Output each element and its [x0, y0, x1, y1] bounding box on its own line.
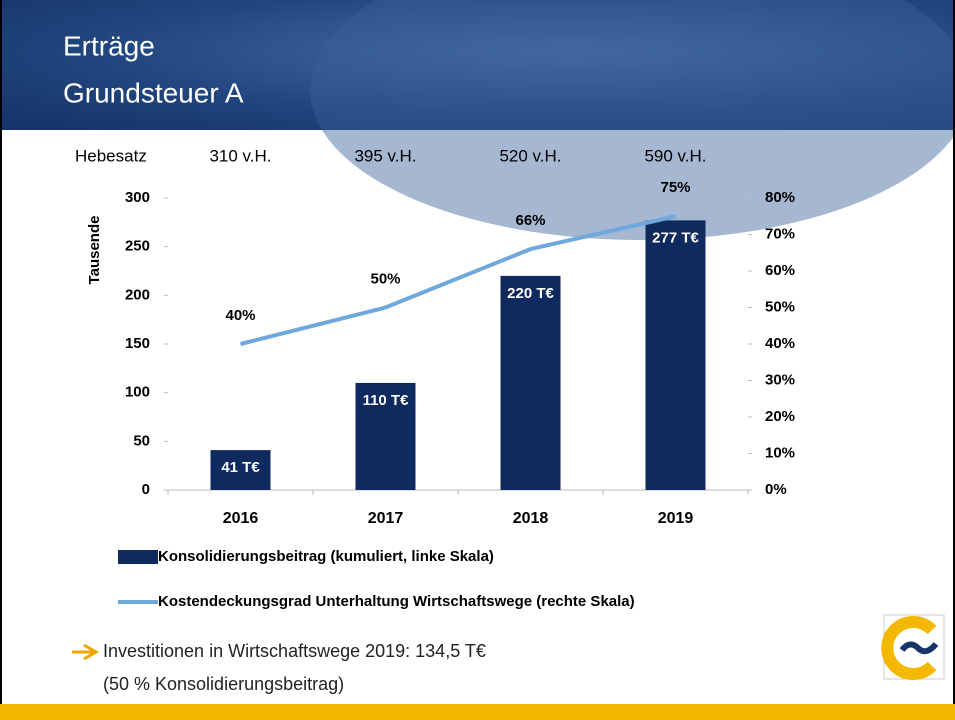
- legend-label: Konsolidierungsbeitrag (kumuliert, linke…: [158, 548, 494, 565]
- hebesatz-value: 590 v.H.: [644, 146, 706, 165]
- x-tick-label: 2018: [513, 510, 549, 527]
- y2-tick-label: 80%: [765, 189, 795, 206]
- y2-tick-label: 40%: [765, 335, 795, 352]
- footer-band: [0, 704, 955, 720]
- y-tick-label: 150: [125, 335, 150, 352]
- x-tick-label: 2016: [223, 510, 259, 527]
- line-value-label: 40%: [225, 307, 255, 324]
- line-value-label: 50%: [370, 270, 400, 287]
- logo: [884, 615, 944, 679]
- bar: [501, 276, 561, 490]
- y2-tick-label: 20%: [765, 408, 795, 425]
- slide: Erträge Grundsteuer A Hebesatz Tausende …: [0, 0, 955, 720]
- line-value-label: 66%: [515, 212, 545, 229]
- y-tick-label: 200: [125, 286, 150, 303]
- bar-value-label: 277 T€: [652, 229, 699, 246]
- y2-tick-label: 30%: [765, 371, 795, 388]
- y-tick-label: 250: [125, 238, 150, 255]
- bullet-text: (50 % Konsolidierungsbeitrag): [103, 674, 344, 694]
- y-tick-label: 100: [125, 384, 150, 401]
- bar-value-label: 220 T€: [507, 285, 554, 302]
- header-globe: [310, 0, 955, 240]
- hebesatz-value: 395 v.H.: [354, 146, 416, 165]
- y2-tick-label: 60%: [765, 262, 795, 279]
- hebesatz-value: 310 v.H.: [209, 146, 271, 165]
- y-tick-label: 300: [125, 189, 150, 206]
- y-axis-label: Tausende: [86, 216, 103, 285]
- bar-value-label: 110 T€: [363, 392, 410, 409]
- bullet-text: Investitionen in Wirtschaftswege 2019: 1…: [103, 641, 486, 661]
- x-tick-label: 2019: [658, 510, 694, 527]
- y2-tick-label: 50%: [765, 298, 795, 315]
- y2-tick-label: 0%: [765, 481, 787, 498]
- line-value-label: 75%: [660, 179, 690, 196]
- y-tick-label: 0: [142, 481, 150, 498]
- bullet-arrow: [72, 645, 96, 659]
- slide-canvas: Erträge Grundsteuer A Hebesatz Tausende …: [0, 0, 955, 720]
- y2-tick-label: 70%: [765, 225, 795, 242]
- hebesatz-value: 520 v.H.: [499, 146, 561, 165]
- legend-label: Kostendeckungsgrad Unterhaltung Wirtscha…: [158, 593, 635, 610]
- title-line: Erträge: [63, 30, 155, 61]
- y2-tick-label: 10%: [765, 444, 795, 461]
- legend-swatch: [118, 550, 158, 564]
- y-tick-label: 50: [133, 432, 150, 449]
- hebesatz-label: Hebesatz: [75, 146, 147, 165]
- title-line: Grundsteuer A: [63, 77, 244, 108]
- x-tick-label: 2017: [368, 510, 404, 527]
- bar-value-label: 41 T€: [221, 459, 260, 476]
- bar: [646, 220, 706, 490]
